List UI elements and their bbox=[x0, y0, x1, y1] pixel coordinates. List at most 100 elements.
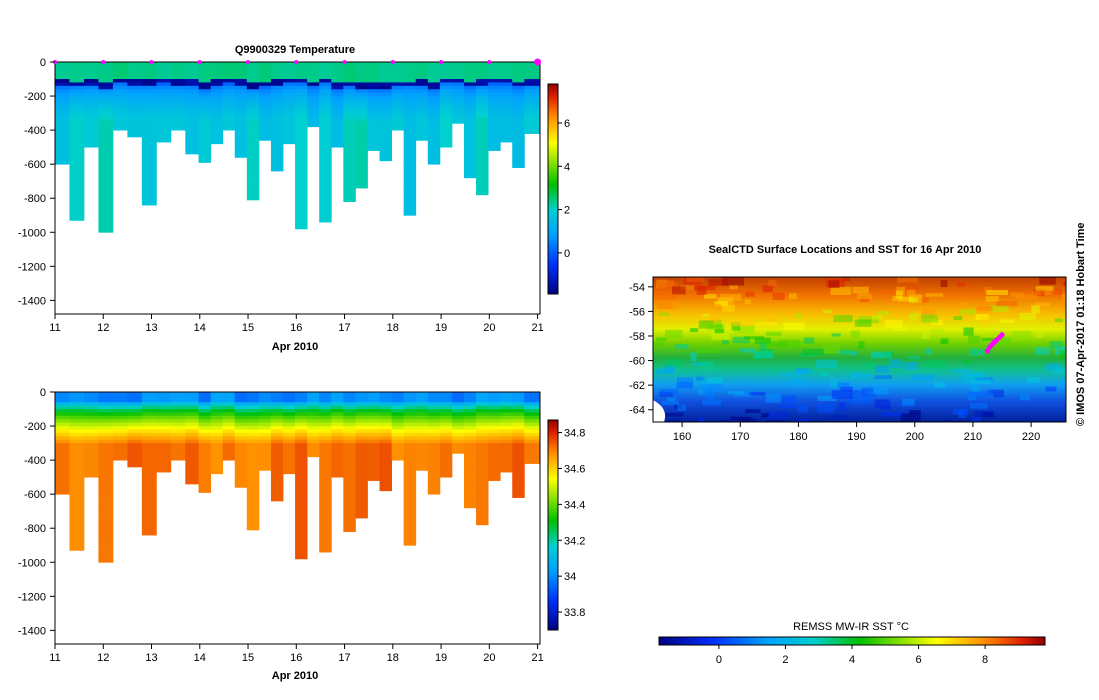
temperature-cell bbox=[331, 106, 344, 111]
x-tick-label: 18 bbox=[387, 652, 399, 664]
temperature-cell bbox=[198, 130, 212, 134]
salinity-cell bbox=[403, 432, 417, 437]
salinity-cell bbox=[295, 528, 308, 533]
temperature-cell bbox=[283, 68, 296, 73]
salinity-cell bbox=[512, 483, 525, 488]
temperature-cell bbox=[270, 75, 284, 80]
temperature-cell bbox=[198, 147, 212, 151]
temperature-cell bbox=[476, 170, 489, 175]
temperature-cell bbox=[415, 65, 429, 70]
salinity-cell bbox=[270, 453, 284, 458]
salinity-cell bbox=[500, 402, 513, 407]
salinity-cell bbox=[222, 443, 236, 447]
temperature-cell bbox=[83, 85, 99, 90]
temperature-cell bbox=[98, 188, 114, 192]
temperature-cell bbox=[170, 102, 186, 107]
temperature-cell bbox=[451, 75, 465, 80]
temperature-cell bbox=[69, 62, 85, 66]
temperature-cell bbox=[427, 140, 441, 145]
salinity-cell bbox=[98, 405, 114, 410]
salinity-cell bbox=[141, 392, 157, 396]
salinity-cell bbox=[427, 432, 441, 437]
salinity-cell bbox=[319, 483, 332, 488]
temperature-cell bbox=[198, 89, 212, 94]
temperature-cell bbox=[198, 85, 212, 90]
salinity-cell bbox=[403, 497, 417, 502]
salinity-cell bbox=[69, 402, 85, 407]
salinity-cell bbox=[379, 453, 393, 458]
temperature-cell bbox=[258, 136, 272, 141]
temperature-cell bbox=[367, 113, 380, 117]
temperature-cell bbox=[198, 102, 212, 107]
salinity-cell bbox=[307, 426, 320, 430]
salinity-cell bbox=[69, 538, 85, 543]
temperature-cell bbox=[270, 133, 284, 138]
temperature-cell bbox=[246, 143, 260, 148]
salinity-cell bbox=[343, 521, 356, 526]
temperature-cell bbox=[98, 79, 114, 83]
salinity-cell bbox=[295, 480, 308, 485]
temperature-cell bbox=[170, 62, 186, 66]
salinity-cell bbox=[198, 439, 212, 444]
temperature-cell bbox=[141, 82, 157, 87]
temperature-cell bbox=[500, 133, 513, 138]
temperature-cell bbox=[403, 150, 417, 155]
salinity-cell bbox=[463, 456, 477, 461]
salinity-cell bbox=[55, 392, 70, 396]
salinity-cell bbox=[69, 453, 85, 458]
temperature-cell bbox=[476, 72, 489, 77]
temperature-cell bbox=[198, 113, 212, 117]
temperature-cell bbox=[141, 109, 157, 114]
salinity-cell bbox=[379, 466, 393, 471]
salinity-cell bbox=[83, 412, 99, 417]
sst-patch bbox=[850, 390, 867, 396]
salinity-cell bbox=[415, 402, 429, 407]
salinity-cell bbox=[258, 426, 272, 430]
temperature-cell bbox=[476, 75, 489, 80]
salinity-cell bbox=[98, 436, 114, 441]
salinity-cell bbox=[403, 405, 417, 410]
salinity-cell bbox=[403, 453, 417, 458]
salinity-cell bbox=[127, 432, 143, 437]
salinity-cell bbox=[222, 453, 236, 458]
temperature-cell bbox=[307, 123, 320, 128]
temperature-cell bbox=[427, 143, 441, 148]
sst-patch bbox=[1045, 386, 1057, 392]
temperature-cell bbox=[55, 85, 70, 90]
salinity-cell bbox=[524, 398, 540, 403]
x-tick-label: 14 bbox=[194, 322, 206, 334]
temperature-cell bbox=[307, 62, 320, 66]
sst-colorbar-tick-label: 2 bbox=[782, 654, 788, 666]
salinity-cell bbox=[391, 436, 405, 441]
salinity-cell bbox=[307, 453, 320, 458]
temperature-cell bbox=[69, 130, 85, 134]
salinity-cell bbox=[258, 409, 272, 413]
sst-patch bbox=[892, 326, 908, 332]
temperature-cell bbox=[258, 133, 272, 138]
temperature-cell bbox=[98, 92, 114, 97]
temperature-cell bbox=[367, 123, 380, 128]
salinity-cell bbox=[355, 422, 368, 427]
salinity-cell bbox=[319, 419, 332, 424]
salinity-cell bbox=[246, 449, 260, 454]
salinity-cell bbox=[185, 460, 199, 464]
temperature-cell bbox=[69, 133, 85, 138]
sst-patch bbox=[698, 320, 715, 329]
salinity-cell bbox=[98, 449, 114, 454]
temperature-cell bbox=[198, 62, 212, 66]
x-tick-label: 11 bbox=[49, 322, 60, 334]
temperature-cell bbox=[222, 65, 236, 70]
salinity-cell bbox=[170, 402, 186, 407]
salinity-cell bbox=[500, 463, 513, 468]
salinity-cell bbox=[355, 395, 368, 400]
sst-patch bbox=[854, 319, 872, 327]
salinity-cell bbox=[379, 483, 393, 488]
salinity-cell bbox=[234, 443, 248, 447]
salinity-cell bbox=[463, 490, 477, 495]
sst-patch bbox=[961, 376, 969, 385]
sst-patch bbox=[884, 319, 903, 328]
salinity-cell bbox=[367, 446, 380, 451]
salinity-cell bbox=[112, 398, 128, 403]
temperature-cell bbox=[512, 136, 525, 141]
salinity-cell bbox=[83, 419, 99, 424]
